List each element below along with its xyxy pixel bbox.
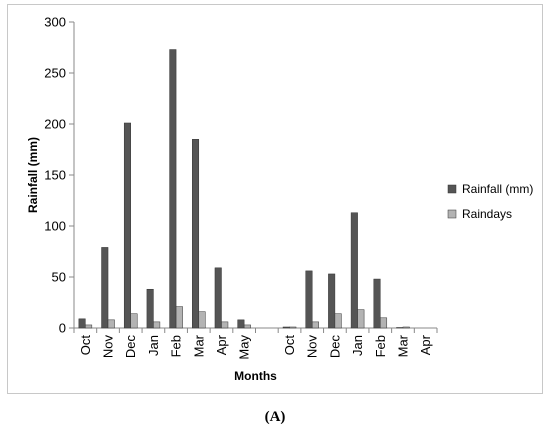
bar-raindays [311, 321, 319, 329]
x-tick-label: Mar [191, 334, 206, 357]
legend-label: Raindays [462, 207, 512, 221]
bar-rainfall [396, 327, 404, 329]
figure-caption: (A) [0, 409, 550, 426]
y-tick-label: 50 [52, 270, 66, 285]
y-tick-label: 100 [44, 219, 66, 234]
x-tick-label: Nov [305, 335, 320, 359]
x-tick-label: Dec [327, 335, 342, 359]
bar-rainfall [123, 122, 131, 329]
bar-rainfall [101, 247, 109, 329]
bar-raindays [243, 324, 251, 329]
bar-rainfall [373, 278, 381, 329]
legend-swatch [447, 209, 457, 219]
x-tick-label: Feb [373, 335, 388, 357]
bar-rainfall [169, 49, 177, 329]
x-tick-label: Nov [101, 335, 116, 359]
y-tick-label: 250 [44, 66, 66, 81]
bar-raindays [107, 319, 115, 329]
bar-raindays [221, 321, 229, 329]
x-tick-label: May [237, 335, 252, 360]
caption-text: (A) [264, 409, 286, 425]
bar-rainfall [78, 318, 86, 329]
x-tick-label: Dec [123, 335, 138, 359]
bar-rainfall [237, 319, 245, 329]
bar-raindays [85, 324, 93, 329]
bar-raindays [380, 317, 388, 329]
chart-frame: 0 50 100 150 200 250 300 Oct Nov Dec Jan Feb Mar Apr M… [7, 4, 543, 394]
bar-rainfall [214, 267, 222, 329]
bar-raindays [130, 313, 138, 329]
y-axis-title: Rainfall (mm) [26, 137, 40, 213]
x-tick-label: Oct [78, 335, 93, 356]
bar-rainfall [305, 270, 313, 329]
x-tick-label: Jan [350, 335, 365, 356]
bar-raindays [402, 326, 410, 329]
bar-rainfall [282, 326, 290, 329]
tick-labels: 0 50 100 150 200 250 300 Oct Nov Dec Jan Feb Mar Apr M… [44, 15, 433, 360]
bar-raindays [175, 306, 183, 329]
y-tick-label: 200 [44, 117, 66, 132]
rainfall-chart: 0 50 100 150 200 250 300 Oct Nov Dec Jan Feb Mar Apr M… [26, 15, 533, 384]
x-tick-label: Apr [418, 334, 433, 355]
y-tick-label: 150 [44, 168, 66, 183]
x-tick-label: Jan [146, 335, 161, 356]
bar-rainfall [350, 212, 358, 329]
bar-rainfall [146, 288, 154, 329]
bar-raindays [198, 311, 206, 329]
x-tick-label: Oct [282, 335, 297, 356]
bar-raindays [334, 313, 342, 329]
x-tick-label: Apr [214, 334, 229, 355]
legend-swatch [447, 184, 457, 194]
y-tick-label: 0 [59, 321, 66, 336]
y-tick-label: 300 [44, 15, 66, 30]
bar-raindays [357, 309, 365, 329]
bar-raindays [289, 326, 297, 329]
legend: Rainfall (mm) Raindays [447, 182, 533, 221]
bar-rainfall [192, 139, 200, 329]
x-tick-label: Feb [169, 335, 184, 357]
bars [78, 49, 410, 329]
x-axis-title: Months [234, 369, 277, 383]
x-tick-label: Mar [395, 334, 410, 357]
legend-label: Rainfall (mm) [462, 182, 533, 196]
bar-rainfall [328, 273, 336, 329]
bar-raindays [153, 321, 161, 329]
